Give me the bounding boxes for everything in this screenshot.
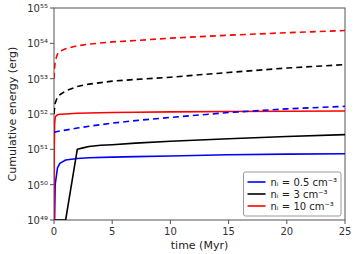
legend-box bbox=[244, 172, 341, 216]
y-axis-label: Cumulative energy (erg) bbox=[6, 47, 19, 182]
tick-label: 25 bbox=[339, 226, 352, 237]
tick-mark bbox=[228, 220, 229, 224]
plot-area bbox=[54, 8, 345, 220]
legend: nᵢ = 0.5 cm⁻³nᵢ = 3 cm⁻³nᵢ = 10 cm⁻³ bbox=[244, 172, 341, 216]
tick-mark bbox=[50, 149, 54, 150]
tick-label: 10⁵³ bbox=[27, 74, 48, 85]
series-line bbox=[54, 31, 345, 79]
tick-label: 0 bbox=[51, 226, 57, 237]
tick-label: 10⁵² bbox=[27, 109, 48, 120]
tick-label: 10⁵⁵ bbox=[27, 3, 48, 14]
tick-mark bbox=[170, 220, 171, 224]
plot-frame bbox=[54, 8, 345, 220]
tick-label: 10⁴⁹ bbox=[27, 215, 48, 226]
tick-mark bbox=[112, 220, 113, 224]
chart: 0 5 10 15 20 25 10⁴⁹ 10⁵⁰ 10⁵¹ 10⁵² 10⁵³ 10⁵⁴ 10⁵⁵ ti… bbox=[0, 0, 355, 254]
tick-mark bbox=[54, 220, 55, 224]
tick-label: 5 bbox=[109, 226, 115, 237]
tick-label: 10 bbox=[164, 226, 177, 237]
x-axis-label: time (Myr) bbox=[171, 239, 228, 252]
tick-label: 10⁵⁴ bbox=[27, 38, 48, 49]
tick-mark bbox=[50, 114, 54, 115]
series-line bbox=[54, 111, 345, 220]
series-line bbox=[54, 154, 345, 220]
tick-mark bbox=[50, 43, 54, 44]
series-line bbox=[54, 65, 345, 114]
series-line bbox=[54, 106, 345, 132]
tick-label: 15 bbox=[222, 226, 235, 237]
tick-label: 10⁵⁰ bbox=[27, 180, 48, 191]
tick-mark bbox=[50, 78, 54, 79]
legend-label: nᵢ = 3 cm⁻³ bbox=[271, 189, 328, 200]
series-line bbox=[54, 135, 345, 220]
legend-swatch bbox=[248, 181, 266, 183]
tick-mark bbox=[345, 220, 346, 224]
legend-label: nᵢ = 0.5 cm⁻³ bbox=[271, 177, 337, 188]
tick-mark bbox=[50, 220, 54, 221]
tick-label: 20 bbox=[280, 226, 293, 237]
tick-mark bbox=[50, 8, 54, 9]
tick-mark bbox=[286, 220, 287, 224]
series-group bbox=[54, 31, 345, 220]
legend-swatch bbox=[248, 193, 266, 195]
legend-swatch bbox=[248, 205, 266, 207]
tick-label: 10⁵¹ bbox=[27, 144, 48, 155]
axes: 0 5 10 15 20 25 10⁴⁹ 10⁵⁰ 10⁵¹ 10⁵² 10⁵³ 10⁵⁴ 10⁵⁵ bbox=[27, 3, 351, 237]
legend-label: nᵢ = 10 cm⁻³ bbox=[271, 201, 334, 212]
tick-mark bbox=[50, 184, 54, 185]
